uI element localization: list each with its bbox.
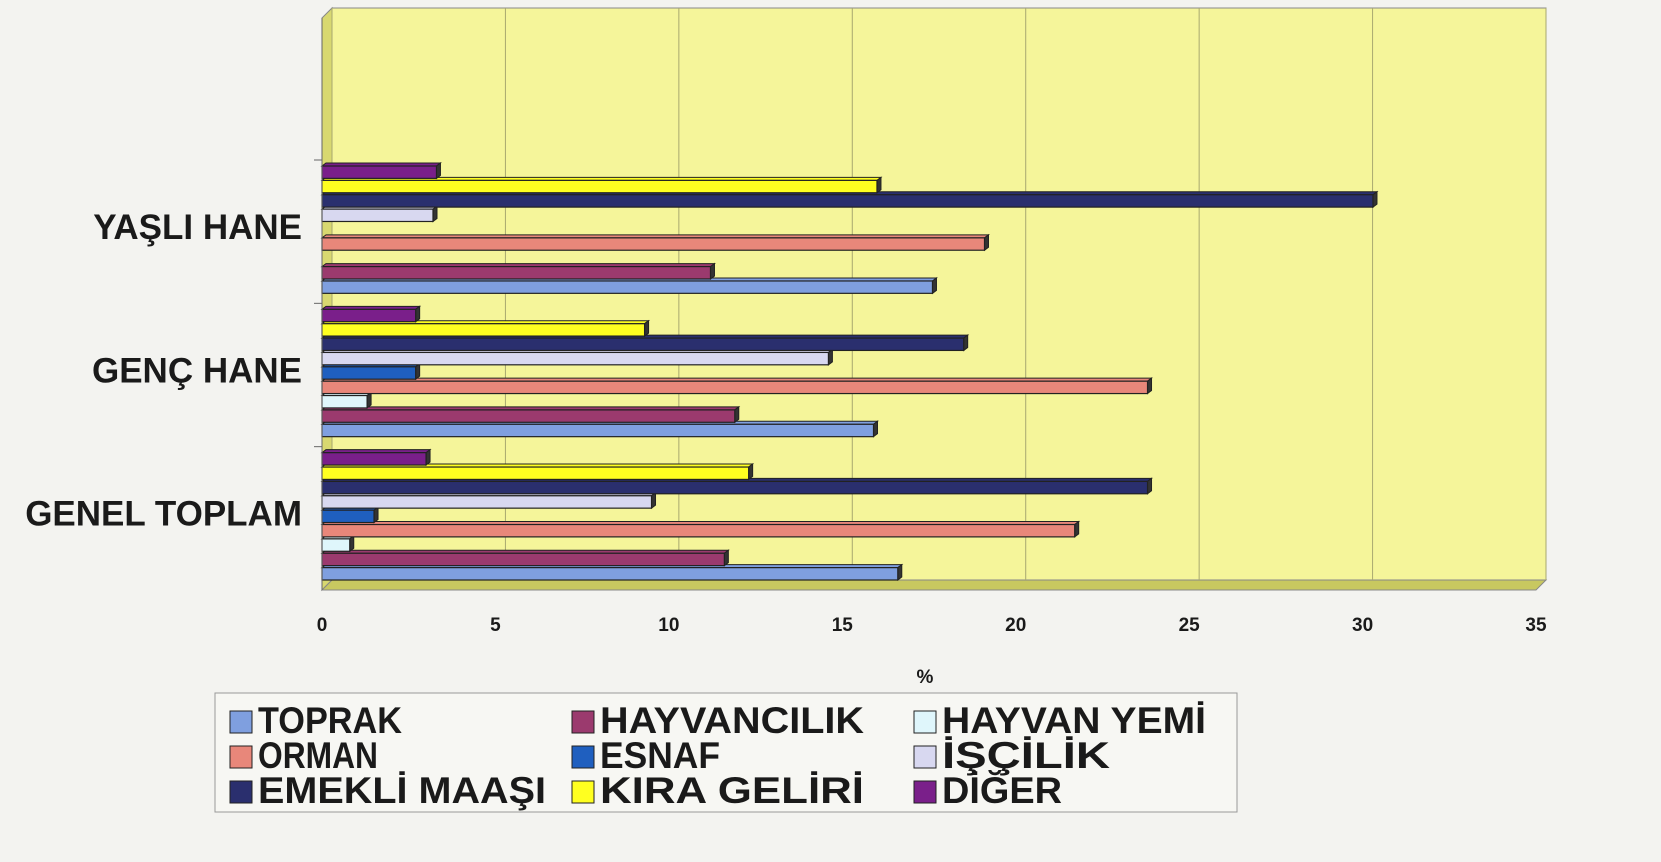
bar-side [366, 391, 372, 409]
bar [321, 237, 986, 251]
x-axis-label: % [917, 667, 934, 688]
y-tick-label: GENÇ HANE [92, 351, 302, 390]
legend-label: ESNAF [600, 735, 720, 776]
bar [321, 423, 875, 438]
bar-side [723, 549, 729, 567]
legend-label: TOPRAK [258, 700, 402, 741]
legend-label: KIRA GELİRİ [600, 770, 864, 811]
bar-side [432, 205, 438, 223]
legend-swatch [229, 710, 253, 734]
bar [321, 509, 375, 524]
bar-side [1074, 520, 1080, 538]
y-tick-label: YAŞLI HANE [93, 208, 302, 247]
bar-side [415, 362, 421, 381]
x-tick-label: 5 [490, 615, 501, 636]
legend-label: İŞÇİLİK [942, 735, 1110, 776]
x-tick-label: 0 [317, 615, 328, 636]
bar [321, 351, 830, 366]
bar-side [373, 506, 379, 524]
legend-swatch [913, 780, 937, 804]
bar [321, 208, 434, 223]
bar [321, 452, 427, 466]
bar [321, 165, 438, 179]
plot-floor [320, 579, 1548, 591]
bar [321, 337, 965, 352]
bar [321, 495, 653, 509]
legend-label: ORMAN [258, 735, 378, 776]
bar [321, 394, 368, 409]
x-tick-label: 35 [1525, 615, 1547, 636]
bar [321, 280, 934, 294]
legend-swatch [913, 710, 937, 734]
bar [321, 194, 1374, 208]
legend-swatch [913, 745, 937, 769]
legend-label: EMEKLİ MAAŞI [258, 770, 546, 811]
bar [321, 480, 1149, 495]
bar-side [415, 305, 421, 323]
bar [321, 567, 899, 581]
x-tick-label: 15 [832, 615, 854, 636]
bar [321, 552, 725, 567]
bar [321, 538, 351, 552]
bar [321, 366, 417, 380]
legend-swatch [571, 780, 595, 804]
x-tick-label: 25 [1179, 615, 1201, 636]
bar [321, 265, 712, 280]
bar [321, 466, 750, 481]
legend-swatch [229, 780, 253, 804]
bar [321, 523, 1076, 538]
bar [321, 308, 417, 323]
x-tick-label: 20 [1005, 615, 1026, 636]
legend-label: HAYVANCILIK [600, 700, 864, 741]
x-tick-label: 30 [1352, 615, 1373, 636]
y-tick-label: GENEL TOPLAM [25, 495, 302, 534]
bar [321, 179, 878, 194]
bar [321, 380, 1149, 395]
legend-swatch [229, 745, 253, 769]
legend-swatch [571, 745, 595, 769]
legend-label: HAYVAN YEMİ [942, 700, 1206, 741]
bar [321, 409, 736, 423]
legend-swatch [571, 710, 595, 734]
legend-label: DİĞER [942, 770, 1062, 811]
x-tick-label: 10 [658, 615, 679, 636]
bar [321, 323, 646, 337]
legend-box [214, 692, 1238, 813]
